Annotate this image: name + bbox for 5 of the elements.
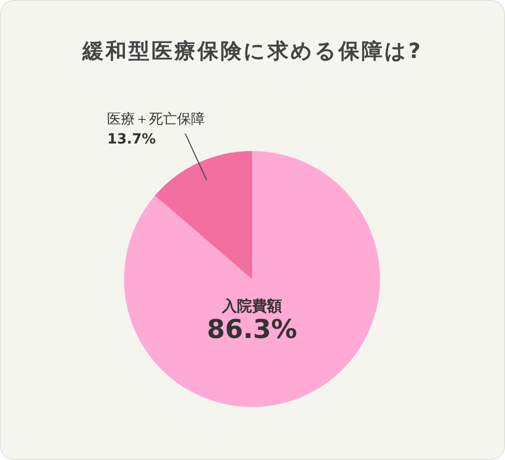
slice-label: 医療＋死亡保障 bbox=[107, 112, 206, 128]
data-label: 86.3% bbox=[206, 314, 298, 345]
chart-title: 緩和型医療保険に求める保障は? bbox=[81, 38, 424, 65]
data-label: 13.7% bbox=[107, 132, 156, 148]
slice-label: 入院費額 bbox=[221, 297, 282, 315]
